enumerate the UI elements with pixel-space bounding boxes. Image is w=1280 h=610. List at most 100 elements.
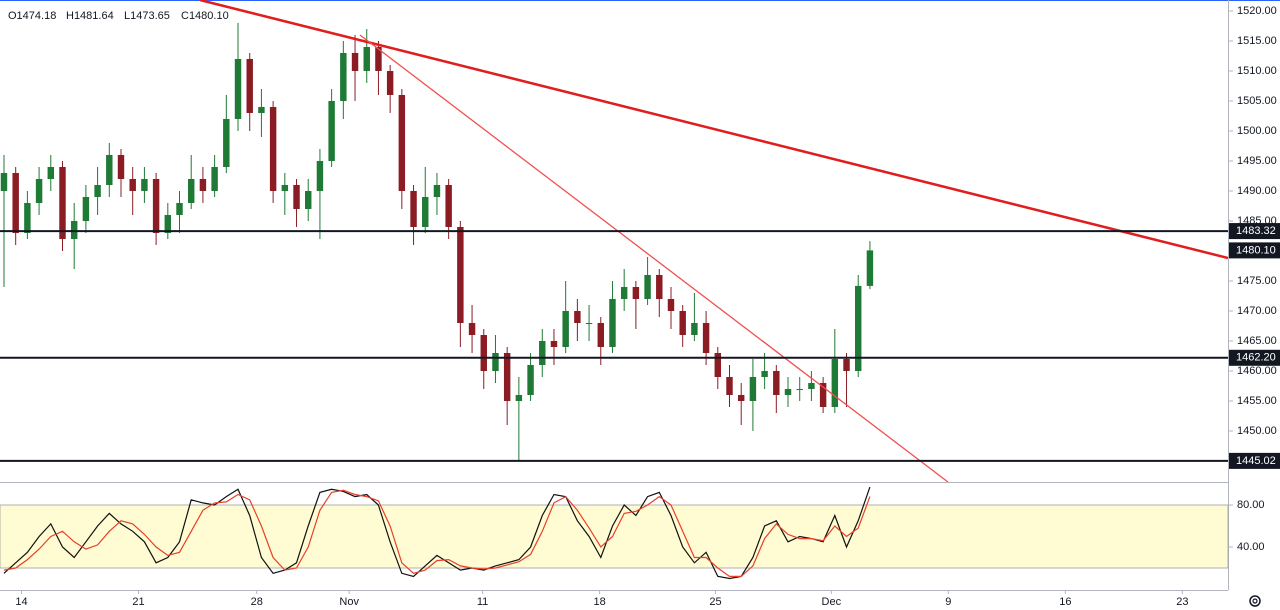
candle-body bbox=[808, 382, 815, 389]
candle-body bbox=[141, 178, 148, 191]
candle-body bbox=[211, 166, 218, 191]
y-tick-label: 1490.00 bbox=[1237, 185, 1277, 197]
y-tick-label: 1520.00 bbox=[1237, 5, 1277, 17]
candle-body bbox=[796, 388, 803, 390]
x-tick-label: 21 bbox=[132, 596, 144, 608]
y-tick-label: 1465.00 bbox=[1237, 335, 1277, 347]
candle-body bbox=[773, 370, 780, 395]
candle-body bbox=[737, 394, 745, 401]
horizontal-line-box bbox=[1229, 452, 1280, 469]
candle-body bbox=[714, 352, 722, 377]
candle-body bbox=[691, 322, 698, 335]
oscillator-line bbox=[3, 489, 871, 577]
candle-body bbox=[386, 70, 394, 95]
y-tick-label: 1460.00 bbox=[1237, 365, 1277, 377]
horizontal-line-box bbox=[1229, 223, 1280, 240]
gear-ring bbox=[1249, 595, 1261, 607]
y-tick-label: 1510.00 bbox=[1237, 65, 1277, 77]
candle-body bbox=[656, 274, 663, 299]
last-price-label: 1480.10 bbox=[1236, 244, 1276, 256]
candle-body bbox=[0, 172, 8, 191]
y-tick-label: 1505.00 bbox=[1237, 95, 1277, 107]
candle-body bbox=[667, 298, 675, 311]
candle-body bbox=[585, 322, 593, 324]
candle-body bbox=[843, 358, 850, 371]
candle-body bbox=[819, 382, 827, 407]
x-tick-label: 18 bbox=[593, 596, 605, 608]
candle-body bbox=[70, 220, 78, 239]
x-tick-label: Dec bbox=[822, 596, 842, 608]
candle-body bbox=[12, 172, 19, 233]
ohlc-low: L1473.65 bbox=[124, 10, 170, 22]
candle-body bbox=[550, 340, 558, 347]
candle-body bbox=[480, 334, 487, 371]
settings-icon[interactable] bbox=[1249, 595, 1261, 607]
candle-body bbox=[609, 298, 616, 347]
y-tick-label: 1450.00 bbox=[1237, 425, 1277, 437]
candle-body bbox=[351, 52, 359, 71]
candle-body bbox=[24, 202, 31, 233]
horizontal-line-label: 1462.20 bbox=[1236, 352, 1276, 364]
ohlc-high: H1481.64 bbox=[66, 10, 114, 22]
ohlc-open: O1474.18 bbox=[8, 10, 56, 22]
trendlines bbox=[199, 0, 1228, 482]
candle-body bbox=[281, 184, 289, 191]
candle-body bbox=[164, 214, 172, 233]
candle-body bbox=[305, 190, 312, 209]
candle-body bbox=[503, 352, 511, 401]
candle-body bbox=[433, 184, 441, 197]
y-tick-label: 40.00 bbox=[1237, 541, 1265, 553]
ohlc-close: C1480.10 bbox=[181, 10, 229, 22]
oscillator-band bbox=[0, 504, 1229, 569]
candle-body bbox=[117, 154, 125, 179]
candle-body bbox=[59, 166, 66, 239]
candle-body bbox=[761, 370, 768, 377]
y-tick-label: 1500.00 bbox=[1237, 125, 1277, 137]
candle-body bbox=[831, 358, 839, 407]
candle-body bbox=[258, 106, 265, 113]
y-tick-label: 1455.00 bbox=[1237, 395, 1277, 407]
candle-body bbox=[199, 178, 207, 191]
candle-body bbox=[866, 250, 874, 286]
candle-body bbox=[422, 196, 429, 227]
candle-body bbox=[375, 46, 382, 71]
candle-body bbox=[340, 52, 347, 101]
y-tick-label: 1495.00 bbox=[1237, 155, 1277, 167]
x-tick-label: 28 bbox=[251, 596, 263, 608]
candle-body bbox=[82, 196, 90, 221]
last-price-box bbox=[1229, 242, 1280, 259]
candle-body bbox=[293, 184, 300, 209]
x-tick-label: 25 bbox=[709, 596, 721, 608]
candle-body bbox=[328, 100, 335, 161]
horizontal-line-label: 1445.02 bbox=[1236, 455, 1276, 467]
candle-body bbox=[35, 178, 43, 203]
candle-body bbox=[94, 184, 101, 197]
candle-body bbox=[106, 154, 113, 185]
candle-body bbox=[574, 310, 581, 323]
candle-body bbox=[597, 322, 604, 347]
candle-body bbox=[632, 286, 640, 299]
candle-body bbox=[468, 322, 476, 335]
candles bbox=[0, 22, 874, 461]
gear-hub bbox=[1252, 598, 1258, 604]
candle-body bbox=[363, 46, 370, 71]
candle-body bbox=[515, 394, 523, 401]
candle-body bbox=[527, 364, 534, 395]
x-tick-label: 23 bbox=[1176, 596, 1188, 608]
candle-body bbox=[562, 310, 569, 347]
y-tick-label: 1515.00 bbox=[1237, 35, 1277, 47]
candle-body bbox=[620, 286, 628, 299]
candle-body bbox=[702, 322, 710, 353]
x-tick-label: Nov bbox=[339, 596, 359, 608]
candle-body bbox=[749, 376, 757, 401]
candle-body bbox=[187, 178, 195, 203]
candle-body bbox=[492, 352, 499, 371]
candle-body bbox=[129, 178, 136, 191]
x-tick-label: 9 bbox=[945, 596, 951, 608]
y-tick-label: 1475.00 bbox=[1237, 275, 1277, 287]
candle-body bbox=[152, 178, 160, 233]
candle-body bbox=[679, 310, 686, 335]
candle-body bbox=[176, 202, 183, 215]
horizontal-line-box bbox=[1229, 349, 1280, 366]
x-tick-label: 14 bbox=[15, 596, 27, 608]
